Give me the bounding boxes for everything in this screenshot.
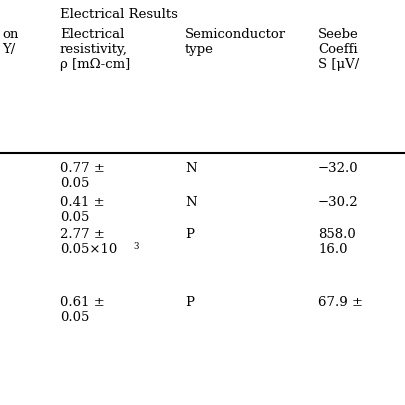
Text: 67.9 ±: 67.9 ± [318, 296, 363, 309]
Text: 3: 3 [133, 242, 139, 251]
Text: 858.0
16.0: 858.0 16.0 [318, 228, 356, 256]
Text: P: P [185, 228, 194, 241]
Text: −30.2: −30.2 [318, 196, 358, 209]
Text: Electrical Results: Electrical Results [60, 8, 178, 21]
Text: 2.77 ±
0.05×10: 2.77 ± 0.05×10 [60, 228, 117, 256]
Text: Semiconductor
type: Semiconductor type [185, 28, 286, 56]
Text: on
Y/: on Y/ [2, 28, 18, 56]
Text: −32.0: −32.0 [318, 162, 358, 175]
Text: P: P [185, 296, 194, 309]
Text: 0.77 ±
0.05: 0.77 ± 0.05 [60, 162, 105, 190]
Text: Electrical
resistivity,
ρ [mΩ-cm]: Electrical resistivity, ρ [mΩ-cm] [60, 28, 130, 71]
Text: 0.61 ±
0.05: 0.61 ± 0.05 [60, 296, 105, 324]
Text: N: N [185, 162, 196, 175]
Text: 0.41 ±
0.05: 0.41 ± 0.05 [60, 196, 104, 224]
Text: N: N [185, 196, 196, 209]
Text: Seebe
Coeffi
S [μV/: Seebe Coeffi S [μV/ [318, 28, 359, 71]
